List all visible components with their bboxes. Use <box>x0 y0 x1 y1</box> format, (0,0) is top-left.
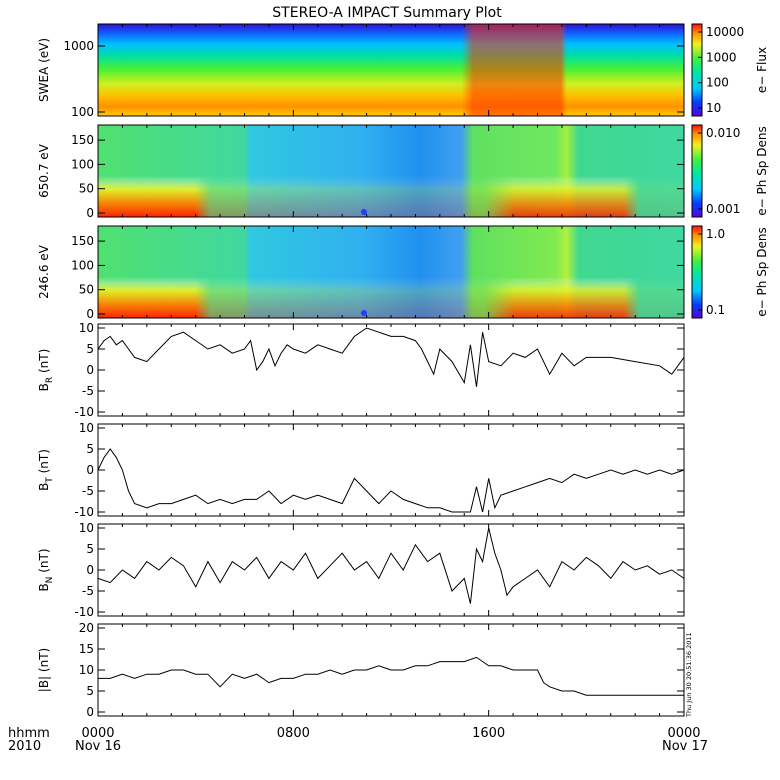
series-line-bmag <box>98 656 684 696</box>
colorbar-tick-label-pad650: 0.001 <box>706 202 740 216</box>
panel-frame-bt <box>97 423 685 517</box>
y-axis-label-swea: SWEA (eV) <box>37 38 51 102</box>
y-tick-label-swea: 1000 <box>63 39 94 53</box>
y-tick-label-bt: -10 <box>74 505 94 519</box>
y-tick-label-br: -5 <box>82 384 94 398</box>
panel-frame-br <box>97 323 685 417</box>
colorbar-tick-label-swea: 100 <box>706 76 729 90</box>
y-axis-label-bmag: |B| (nT) <box>37 648 51 692</box>
panel-pad246: 0 50 100 150 246.6 eV <box>37 225 685 321</box>
y-tick-label-pad650: 0 <box>86 206 94 220</box>
panel-br: 10 5 0 -5 -10 BR (nT) <box>37 321 685 419</box>
colorbar-tick-label-pad246: 0.1 <box>706 303 725 317</box>
panel-swea: 1000 100 SWEA (eV) <box>37 23 685 119</box>
footer-end-date: Nov 17 <box>662 739 708 754</box>
x-tick-label: 0000 <box>81 726 114 741</box>
footer-start-date: Nov 16 <box>75 739 121 754</box>
y-axis-label-pad246: 246.6 eV <box>37 244 51 299</box>
y-tick-label-pad650: 50 <box>79 182 94 196</box>
pad650-colorbar <box>691 124 703 218</box>
y-tick-label-pad246: 50 <box>79 283 94 297</box>
y-tick-label-pad246: 150 <box>71 234 94 248</box>
y-tick-label-bt: 0 <box>86 463 94 477</box>
pad246-spectrogram <box>98 226 684 318</box>
y-tick-label-bmag: 15 <box>79 642 94 656</box>
colorbar-tick-label-pad650: 0.010 <box>706 126 740 140</box>
pad650-spectrogram <box>98 125 684 217</box>
y-tick-label-pad246: 100 <box>71 258 94 272</box>
y-tick-label-bmag: 5 <box>86 684 94 698</box>
series-line-bt <box>97 448 685 513</box>
colorbar-tick-label-swea: 10 <box>706 101 721 115</box>
series-line-br <box>97 327 685 387</box>
y-tick-label-bn: 10 <box>79 521 94 535</box>
series-line-bn <box>97 527 685 604</box>
swea-spectrogram <box>98 24 684 116</box>
panel-bmag: 20 15 10 5 0 |B| (nT) <box>37 621 685 719</box>
panel-bn: 10 5 0 -5 -10 BN (nT) <box>37 521 685 619</box>
y-tick-label-bt: 10 <box>79 421 94 435</box>
pad246-colorbar <box>691 225 703 319</box>
chart-title: STEREO-A IMPACT Summary Plot <box>272 5 502 21</box>
colorbar-label-pad246: e− Ph Sp Dens <box>755 227 769 316</box>
footer-hhmm: hhmm <box>8 726 50 741</box>
panel-pad650: 0 50 100 150 650.7 eV <box>37 124 685 220</box>
y-tick-label-bn: 5 <box>86 542 94 556</box>
y-axis-label-pad650: 650.7 eV <box>37 143 51 198</box>
y-tick-label-bn: -5 <box>82 584 94 598</box>
y-axis-label-bt: BT (nT) <box>37 449 55 491</box>
x-tick-label: 0800 <box>277 726 310 741</box>
y-tick-label-br: 0 <box>86 363 94 377</box>
y-tick-label-bt: 5 <box>86 442 94 456</box>
x-tick-label: 0000 <box>667 726 700 741</box>
colorbar-tick-label-pad246: 1.0 <box>706 227 725 241</box>
y-tick-label-bt: -5 <box>82 484 94 498</box>
colorbar-label-swea: e− Flux <box>755 47 769 93</box>
colorbar-tick-label-swea: 1000 <box>706 50 737 64</box>
y-axis-label-br: BR (nT) <box>37 349 55 392</box>
footer-timestamp: Thu Jun 30 20:51:36 2011 <box>685 632 693 718</box>
y-tick-label-bmag: 20 <box>79 621 94 635</box>
y-tick-label-pad650: 100 <box>71 157 94 171</box>
y-tick-label-pad246: 0 <box>86 307 94 321</box>
panel-bt: 10 5 0 -5 -10 BT (nT) <box>37 421 685 519</box>
y-tick-label-swea: 100 <box>71 105 94 119</box>
swea-colorbar <box>691 23 703 117</box>
y-axis-label-bn: BN (nT) <box>37 548 55 591</box>
y-tick-label-pad650: 150 <box>71 133 94 147</box>
y-tick-label-bn: 0 <box>86 563 94 577</box>
colorbar-tick-label-swea: 10000 <box>706 25 744 39</box>
y-tick-label-br: 10 <box>79 321 94 335</box>
y-tick-label-bmag: 10 <box>79 663 94 677</box>
footer-year: 2010 <box>8 739 41 754</box>
y-tick-label-br: -10 <box>74 405 94 419</box>
x-tick-label: 1600 <box>472 726 505 741</box>
y-tick-label-bmag: 0 <box>86 705 94 719</box>
y-tick-label-br: 5 <box>86 342 94 356</box>
colorbar-label-pad650: e− Ph Sp Dens <box>755 126 769 215</box>
y-tick-label-bn: -10 <box>74 605 94 619</box>
